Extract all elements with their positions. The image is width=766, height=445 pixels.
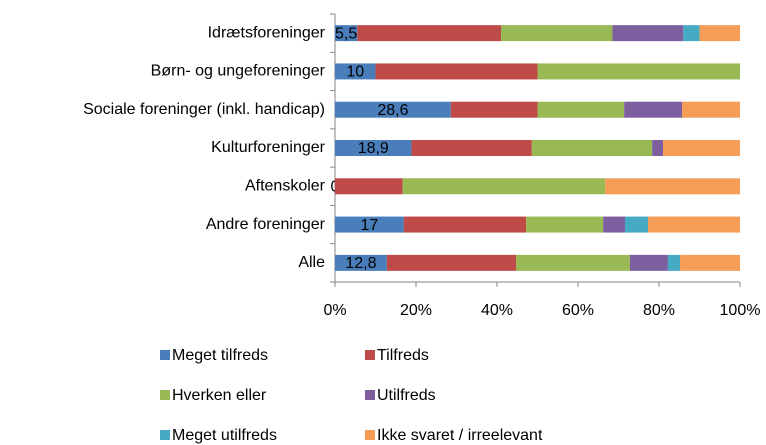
bar-segment (537, 101, 625, 118)
bar-segment (680, 254, 740, 271)
data-label: 5,5 (335, 25, 357, 42)
legend-label: Meget tilfreds (172, 347, 268, 364)
data-label: 10 (346, 64, 364, 81)
data-label: 12,8 (345, 255, 376, 272)
category-label: Sociale foreninger (inkl. handicap) (83, 101, 325, 118)
bar-segment (624, 101, 683, 118)
category-label: Aftenskoler (245, 178, 326, 195)
bar-segment (699, 25, 740, 42)
bar-segment (652, 140, 664, 156)
bar-segment (335, 140, 412, 156)
bar-segment (335, 25, 358, 42)
bar-segment (403, 216, 527, 233)
bar-segment (624, 216, 649, 233)
x-tick-label: 100% (720, 302, 761, 319)
bar-segment (402, 178, 606, 195)
bar-segment (335, 254, 387, 271)
data-label: 18,9 (358, 140, 389, 157)
bar-segment (501, 25, 613, 42)
x-tick-label: 0% (323, 302, 346, 319)
category-label: Alle (298, 254, 325, 271)
x-tick-label: 60% (562, 302, 594, 319)
bar-segment (603, 216, 625, 233)
category-label: Idrætsforeninger (208, 24, 326, 41)
bar-segment (335, 216, 404, 233)
bar-segment (648, 216, 740, 233)
legend-label: Tilfreds (377, 347, 429, 364)
bar-segment (683, 25, 700, 42)
bar-segment (605, 178, 740, 195)
bar-segment (663, 140, 740, 156)
bar-segment (386, 254, 517, 271)
legend-swatch (365, 390, 375, 400)
bar-segment (629, 254, 668, 271)
x-tick-label: 20% (400, 302, 432, 319)
bar-segment (516, 254, 630, 271)
bar-segment (335, 63, 376, 80)
legend-label: Meget utilfreds (172, 427, 277, 444)
bar-segment (411, 140, 532, 156)
category-label: Andre foreninger (206, 216, 326, 233)
bar-segment (667, 254, 681, 271)
bar-segment (335, 178, 403, 195)
bar-segment (537, 63, 740, 80)
bar-segment (526, 216, 604, 233)
bar-segment (682, 101, 740, 118)
legend-label: Ikke svaret / irreelevant (377, 427, 543, 444)
data-label: 28,6 (377, 102, 408, 119)
bar-segment (357, 25, 502, 42)
legend-swatch (365, 430, 375, 440)
legend-swatch (160, 390, 170, 400)
legend-swatch (160, 350, 170, 360)
legend-label: Hverken eller (172, 387, 267, 404)
legend-swatch (160, 430, 170, 440)
legend-swatch (365, 350, 375, 360)
category-label: Kulturforeninger (211, 139, 326, 156)
bar-segment (335, 101, 451, 118)
x-tick-label: 80% (643, 302, 675, 319)
data-label: 17 (361, 217, 379, 234)
bar-segment (375, 63, 538, 80)
bar-segment (612, 25, 684, 42)
bar-segment (531, 140, 653, 156)
bar-segment (450, 101, 538, 118)
legend-label: Utilfreds (377, 387, 436, 404)
x-tick-label: 40% (481, 302, 513, 319)
category-label: Børn- og ungeforeninger (151, 63, 326, 80)
